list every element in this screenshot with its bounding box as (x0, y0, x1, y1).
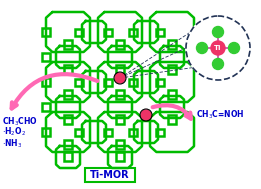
Bar (64, 64, 72, 74)
Bar (168, 115, 176, 123)
Circle shape (211, 41, 225, 55)
Circle shape (115, 73, 125, 83)
Bar (104, 78, 112, 85)
Bar (104, 29, 112, 36)
Bar (75, 29, 83, 36)
Bar (104, 129, 112, 136)
Bar (43, 78, 50, 86)
Bar (43, 53, 50, 61)
Bar (116, 64, 123, 74)
Bar (168, 90, 176, 98)
Bar (43, 103, 50, 111)
Text: Ti: Ti (214, 45, 222, 51)
Text: Ti-MOR: Ti-MOR (90, 170, 130, 180)
Circle shape (197, 43, 207, 53)
Bar (156, 129, 164, 136)
Bar (156, 78, 164, 85)
Bar (64, 139, 72, 149)
Bar (64, 40, 72, 49)
Bar (168, 64, 176, 74)
Bar (156, 29, 164, 36)
Circle shape (228, 43, 240, 53)
Bar (116, 115, 123, 123)
Bar (43, 28, 50, 36)
Bar (116, 90, 123, 98)
Text: CH$_3$CHO: CH$_3$CHO (2, 115, 38, 128)
Bar (168, 40, 176, 49)
Circle shape (212, 59, 223, 70)
Circle shape (186, 16, 250, 80)
Bar (43, 128, 50, 136)
Text: $\cdot$H$_2$O$_2$: $\cdot$H$_2$O$_2$ (2, 126, 26, 139)
Text: CH$_3$C=NOH: CH$_3$C=NOH (196, 109, 244, 121)
Bar (116, 152, 123, 160)
Bar (64, 115, 72, 123)
Bar (129, 29, 137, 36)
Circle shape (141, 110, 151, 120)
Text: $\cdot$NH$_3$: $\cdot$NH$_3$ (2, 137, 22, 149)
Bar (75, 129, 83, 136)
Bar (116, 139, 123, 149)
Bar (129, 129, 137, 136)
Bar (64, 90, 72, 98)
Bar (129, 78, 137, 85)
Bar (116, 40, 123, 49)
Bar (85, 168, 135, 182)
Bar (75, 78, 83, 85)
Circle shape (212, 26, 223, 37)
Bar (64, 152, 72, 160)
